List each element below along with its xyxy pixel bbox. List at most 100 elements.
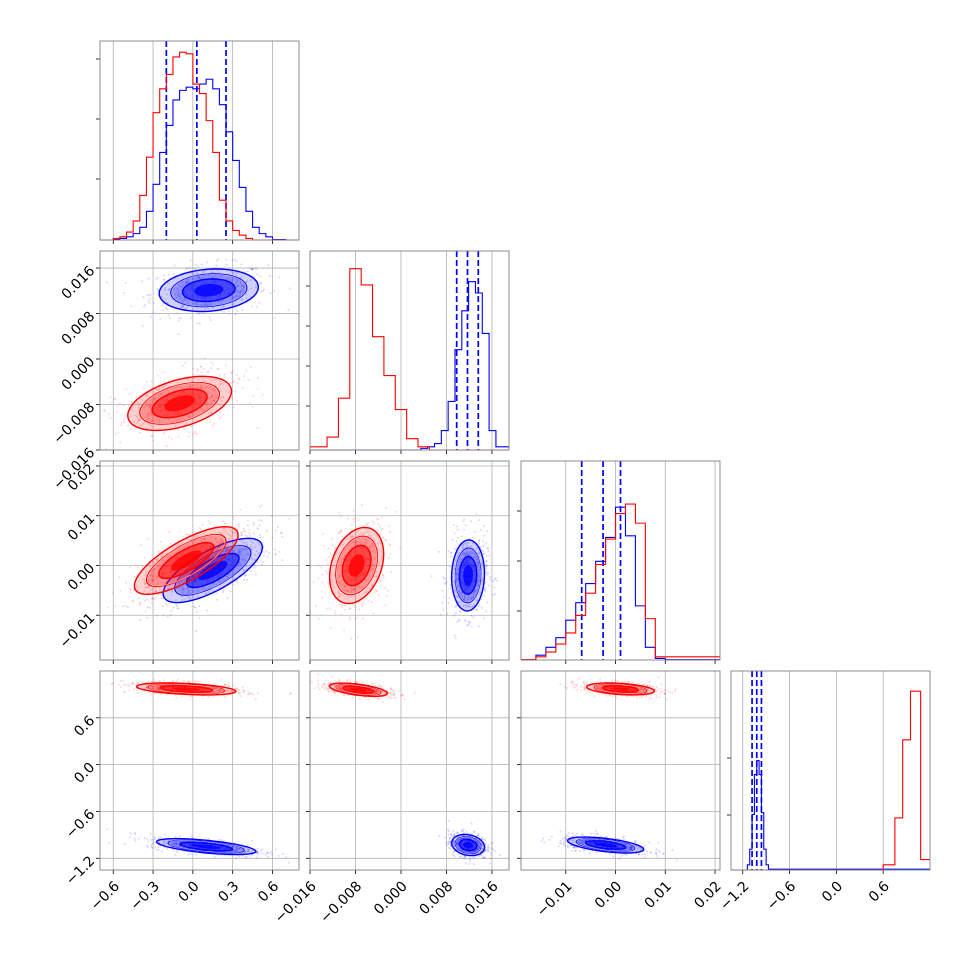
scatter-point [488,850,490,852]
scatter-point [248,532,250,534]
scatter-point [330,607,332,609]
scatter-point [224,522,226,524]
scatter-point [168,274,170,276]
scatter-point [455,832,457,834]
scatter-point [362,601,364,603]
scatter-point [233,685,235,687]
scatter-point [243,528,245,530]
scatter-point [155,847,157,849]
scatter-point [166,308,168,310]
scatter-point [463,518,465,520]
scatter-point [161,850,163,852]
scatter-point [470,832,472,834]
scatter-point [177,850,179,852]
scatter-point [318,577,320,579]
scatter-point [465,525,467,527]
scatter-point [116,405,118,407]
scatter-point [488,585,490,587]
scatter-point [178,333,180,335]
scatter-point [171,610,173,612]
scatter-point [326,608,328,610]
scatter-point [168,436,170,438]
scatter-point [380,584,382,586]
scatter-point [129,566,131,568]
scatter-point [474,856,476,858]
scatter-point [256,857,258,859]
scatter-point [185,269,187,271]
scatter-point [399,548,401,550]
scatter-point [167,848,169,850]
scatter-point [462,857,464,859]
scatter-point [160,541,162,543]
scatter-point [245,574,247,576]
scatter-point [564,839,566,841]
scatter-point [567,847,569,849]
scatter-point [288,518,290,520]
scatter-point [221,565,223,567]
scatter-point [128,404,130,406]
scatter-point [123,422,125,424]
scatter-point [663,852,665,854]
scatter-point [321,574,323,576]
scatter-point [449,843,451,845]
scatter-point [444,596,446,598]
scatter-point [367,600,369,602]
scatter-point [488,550,490,552]
scatter-point [186,267,188,269]
scatter-point [250,544,252,546]
scatter-point [209,522,211,524]
scatter-point [486,530,488,532]
scatter-point [197,584,199,586]
scatter-point [483,535,485,537]
scatter-point [449,837,451,839]
scatter-point [183,536,185,538]
scatter-point [253,532,255,534]
scatter-point [559,842,561,844]
scatter-point [548,839,550,841]
scatter-point [385,507,387,509]
scatter-point [175,589,177,591]
scatter-point [206,261,208,263]
scatter-point [171,590,173,592]
scatter-point [485,567,487,569]
scatter-point [108,413,110,415]
scatter-point [656,855,658,857]
scatter-point [152,440,154,442]
scatter-point [163,432,165,434]
scatter-point [340,515,342,517]
scatter-point [189,432,191,434]
scatter-point [196,368,198,370]
scatter-point [277,526,279,528]
scatter-point [141,565,143,567]
scatter-point [210,361,212,363]
scatter-point [147,617,149,619]
scatter-point [123,405,125,407]
scatter-point [320,567,322,569]
scatter-point [243,549,245,551]
scatter-point [216,265,218,267]
scatter-point [282,853,284,855]
scatter-point [357,636,359,638]
scatter-point [183,851,185,853]
scatter-point [255,573,257,575]
scatter-point [195,854,197,856]
scatter-point [147,538,149,540]
scatter-point [262,290,264,292]
scatter-point [144,600,146,602]
scatter-point [148,278,150,280]
scatter-point [257,427,259,429]
scatter-point [453,834,455,836]
scatter-point [457,537,459,539]
scatter-point [634,841,636,843]
scatter-point [365,523,367,525]
scatter-point [452,853,454,855]
scatter-point [626,854,628,856]
scatter-point [454,855,456,857]
scatter-point [455,540,457,542]
scatter-point [192,434,194,436]
scatter-point [278,855,280,857]
scatter-point [468,863,470,865]
scatter-point [190,835,192,837]
scatter-point [563,843,565,845]
scatter-point [655,852,657,854]
